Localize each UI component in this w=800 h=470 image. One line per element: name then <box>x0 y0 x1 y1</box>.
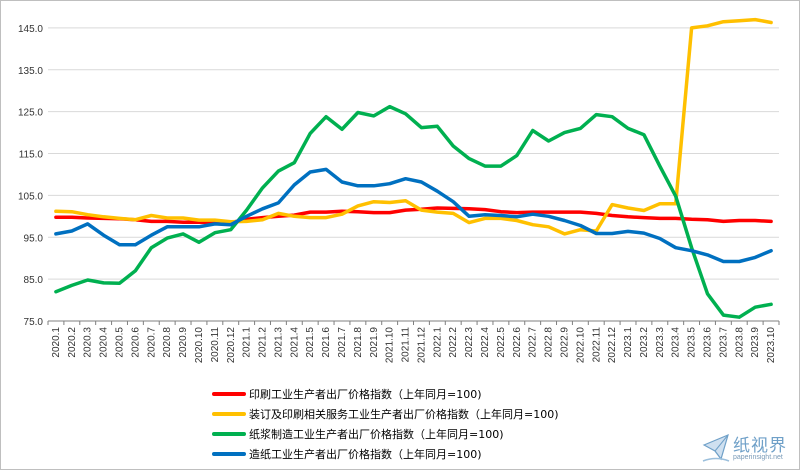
x-tick-label: 2020.12 <box>226 327 237 364</box>
x-tick-label: 2023.2 <box>639 327 650 358</box>
x-tick-label: 2020.5 <box>115 327 126 358</box>
x-tick-label: 2020.10 <box>194 327 205 364</box>
x-tick-label: 2022.4 <box>480 327 491 358</box>
series-line-2 <box>54 17 773 236</box>
x-tick-label: 2022.5 <box>496 327 507 358</box>
x-tick-label: 2021.4 <box>289 327 300 358</box>
series-lines <box>54 17 773 319</box>
x-tick-label: 2021.9 <box>369 327 380 358</box>
x-tick-label: 2020.7 <box>146 327 157 358</box>
legend-label-2: 装订及印刷相关服务工业生产者出厂价格指数（上年同月=100) <box>249 407 559 421</box>
paper-boat-logo-icon <box>702 433 730 462</box>
x-tick-label: 2023.10 <box>766 327 777 364</box>
x-tick-label: 2022.9 <box>559 327 570 358</box>
gridlines <box>48 27 779 322</box>
x-tick-label: 2022.7 <box>528 327 539 358</box>
x-tick-label: 2022.11 <box>591 327 602 363</box>
legend-label-3: 纸浆制造工业生产者出厂价格指数（上年同月=100) <box>249 427 504 441</box>
x-tick-label: 2022.6 <box>512 327 523 358</box>
x-tick-label: 2020.9 <box>178 327 189 358</box>
x-axis <box>47 320 780 325</box>
y-tick-label: 85.0 <box>24 275 44 286</box>
x-tick-label: 2023.6 <box>702 327 713 358</box>
x-tick-label: 2023.7 <box>718 327 729 358</box>
x-tick-label: 2021.12 <box>416 327 427 364</box>
x-tick-label: 2022.8 <box>544 327 555 358</box>
x-tick-label: 2023.9 <box>750 327 761 358</box>
legend-label-4: 造纸工业生产者出厂价格指数（上年同月=100) <box>249 447 482 461</box>
y-tick-label: 115.0 <box>19 150 44 161</box>
x-tick-label: 2022.1 <box>432 327 443 358</box>
x-axis-tick-labels: 2020.1 2020.2 2020.3 2020.4 2020.5 2020.6 2020… <box>51 327 777 364</box>
series-line-1 <box>54 206 773 225</box>
legend-label-1: 印刷工业生产者出厂价格指数（上年同月=100) <box>249 387 482 401</box>
x-tick-label: 2021.6 <box>321 327 332 358</box>
series-line-3 <box>54 104 773 319</box>
x-tick-label: 2020.3 <box>83 327 94 358</box>
x-tick-label: 2022.12 <box>607 327 618 364</box>
x-tick-label: 2023.5 <box>687 327 698 358</box>
x-tick-label: 2020.6 <box>130 327 141 358</box>
x-tick-label: 2020.2 <box>67 327 78 358</box>
x-tick-label: 2020.1 <box>51 327 62 358</box>
x-tick-label: 2022.10 <box>575 327 586 364</box>
x-tick-label: 2022.3 <box>464 327 475 358</box>
x-tick-label: 2021.1 <box>242 327 253 358</box>
x-tick-label: 2021.2 <box>258 327 269 358</box>
y-tick-label: 95.0 <box>24 233 44 244</box>
x-tick-label: 2021.7 <box>337 327 348 358</box>
x-tick-label: 2020.8 <box>162 327 173 358</box>
y-tick-label: 135.0 <box>18 66 43 77</box>
x-tick-label: 2021.3 <box>273 327 284 358</box>
x-tick-label: 2021.8 <box>353 327 364 358</box>
x-tick-label: 2023.3 <box>655 327 666 358</box>
watermark-brand-text: 纸视界 <box>733 436 787 456</box>
x-tick-label: 2021.5 <box>305 327 316 358</box>
y-tick-label: 125.0 <box>18 108 43 119</box>
y-tick-label: 75.0 <box>24 317 44 328</box>
x-tick-label: 2021.11 <box>401 327 412 363</box>
y-axis-tick-labels: 75.0 85.0 95.0 105.0 115.0 125.0 135.0 145.0 <box>18 24 43 328</box>
watermark-url: paperinsight.net <box>733 454 783 461</box>
x-tick-label: 2020.11 <box>210 327 221 363</box>
x-tick-label: 2023.4 <box>671 327 682 358</box>
x-tick-label: 2020.4 <box>99 327 110 358</box>
x-tick-label: 2023.1 <box>623 327 634 358</box>
series-line-4 <box>54 167 773 264</box>
y-tick-label: 145.0 <box>18 24 43 35</box>
x-tick-label: 2021.10 <box>385 327 396 364</box>
legend: 印刷工业生产者出厂价格指数（上年同月=100) 装订及印刷相关服务工业生产者出厂价… <box>212 387 559 461</box>
x-tick-label: 2022.2 <box>448 327 459 358</box>
y-tick-label: 105.0 <box>18 191 43 202</box>
watermark: 纸视界 paperinsight.net <box>701 431 797 467</box>
x-tick-label: 2023.8 <box>734 327 745 358</box>
